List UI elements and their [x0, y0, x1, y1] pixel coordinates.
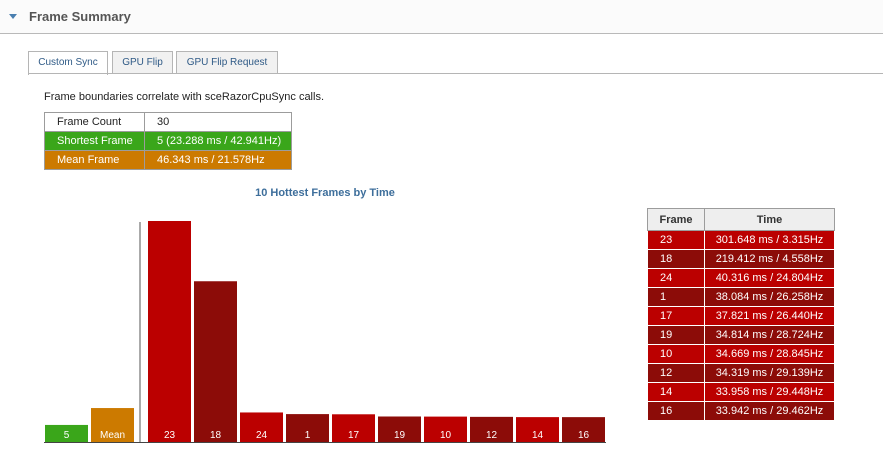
frame-boundary-description: Frame boundaries correlate with sceRazor…: [44, 91, 325, 103]
table-row[interactable]: 14 33.958 ms / 29.448Hz: [647, 382, 835, 402]
table-row[interactable]: 10 34.669 ms / 28.845Hz: [647, 344, 835, 364]
chart-bar[interactable]: [148, 221, 191, 442]
frame-summary-table: Frame Count 30 Shortest Frame 5 (23.288 …: [44, 112, 292, 170]
tab-gpu-flip-request[interactable]: GPU Flip Request: [176, 51, 278, 74]
mean-frame-label: Mean Frame: [44, 150, 145, 170]
bar-label: 16: [578, 430, 590, 441]
frame-cell: 16: [647, 401, 705, 421]
time-cell: 34.814 ms / 28.724Hz: [704, 325, 835, 345]
chart-bar[interactable]: [562, 417, 605, 442]
time-cell: 33.958 ms / 29.448Hz: [704, 382, 835, 402]
time-cell: 33.942 ms / 29.462Hz: [704, 401, 835, 421]
hottest-frames-table: Frame Time 23 301.648 ms / 3.315Hz 18 219.4…: [647, 208, 835, 421]
bar-label: 14: [532, 430, 544, 441]
hottest-frames-bar-chart: 5 Mean 23 18 24 1 17 19 10 12 14 16: [44, 221, 606, 443]
time-cell: 40.316 ms / 24.804Hz: [704, 268, 835, 288]
frame-cell: 24: [647, 268, 705, 288]
frame-cell: 1: [647, 287, 705, 307]
frame-cell: 17: [647, 306, 705, 326]
frame-count-value: 30: [144, 112, 292, 132]
frame-cell: 12: [647, 363, 705, 383]
collapse-caret-icon[interactable]: [9, 14, 17, 19]
chart-bar[interactable]: [516, 417, 559, 442]
table-row[interactable]: 18 219.412 ms / 4.558Hz: [647, 249, 835, 269]
chart-bar[interactable]: [378, 416, 421, 442]
table-row[interactable]: 19 34.814 ms / 28.724Hz: [647, 325, 835, 345]
chart-bar[interactable]: [194, 281, 237, 442]
time-cell: 37.821 ms / 26.440Hz: [704, 306, 835, 326]
frame-cell: 19: [647, 325, 705, 345]
chart-bar[interactable]: [91, 408, 134, 442]
shortest-frame-label: Shortest Frame: [44, 131, 145, 151]
table-row: Mean Frame 46.343 ms / 21.578Hz: [44, 150, 292, 170]
bar-label: 18: [210, 430, 222, 441]
tab-custom-sync[interactable]: Custom Sync: [28, 51, 108, 75]
table-row: Frame Count 30: [44, 112, 292, 132]
table-row[interactable]: 24 40.316 ms / 24.804Hz: [647, 268, 835, 288]
table-row[interactable]: 17 37.821 ms / 26.440Hz: [647, 306, 835, 326]
bar-label: 17: [348, 430, 360, 441]
bar-label: 5: [64, 430, 70, 441]
time-cell: 301.648 ms / 3.315Hz: [704, 230, 835, 250]
chart-bar[interactable]: [286, 414, 329, 442]
time-cell: 34.319 ms / 29.139Hz: [704, 363, 835, 383]
frame-cell: 14: [647, 382, 705, 402]
time-cell: 38.084 ms / 26.258Hz: [704, 287, 835, 307]
table-row: Shortest Frame 5 (23.288 ms / 42.941Hz): [44, 131, 292, 151]
chart-bar[interactable]: [240, 412, 283, 442]
chart-bar[interactable]: [45, 424, 88, 442]
chart-title: 10 Hottest Frames by Time: [255, 187, 395, 199]
tab-divider: [28, 73, 883, 74]
frame-column-header[interactable]: Frame: [647, 208, 705, 231]
bar-label: 23: [164, 430, 176, 441]
bar-label: Mean: [100, 430, 125, 441]
frame-count-label: Frame Count: [44, 112, 145, 132]
bar-label: 24: [256, 430, 268, 441]
frame-cell: 18: [647, 249, 705, 269]
time-cell: 219.412 ms / 4.558Hz: [704, 249, 835, 269]
table-header-row: Frame Time: [647, 208, 835, 231]
tab-gpu-flip[interactable]: GPU Flip: [112, 51, 173, 74]
mean-frame-value: 46.343 ms / 21.578Hz: [144, 150, 292, 170]
bar-label: 1: [305, 430, 311, 441]
table-row[interactable]: 16 33.942 ms / 29.462Hz: [647, 401, 835, 421]
table-row[interactable]: 1 38.084 ms / 26.258Hz: [647, 287, 835, 307]
chart-bar[interactable]: [424, 416, 467, 442]
time-column-header[interactable]: Time: [704, 208, 835, 231]
time-cell: 34.669 ms / 28.845Hz: [704, 344, 835, 364]
shortest-frame-value: 5 (23.288 ms / 42.941Hz): [144, 131, 292, 151]
bar-label: 10: [440, 430, 452, 441]
frame-cell: 10: [647, 344, 705, 364]
table-row[interactable]: 12 34.319 ms / 29.139Hz: [647, 363, 835, 383]
section-title: Frame Summary: [29, 9, 131, 24]
chart-bar[interactable]: [332, 414, 375, 442]
bar-label: 12: [486, 430, 498, 441]
frame-summary-header[interactable]: Frame Summary: [0, 0, 883, 34]
table-row[interactable]: 23 301.648 ms / 3.315Hz: [647, 230, 835, 250]
chart-bar[interactable]: [470, 416, 513, 442]
frame-cell: 23: [647, 230, 705, 250]
bar-label: 19: [394, 430, 406, 441]
